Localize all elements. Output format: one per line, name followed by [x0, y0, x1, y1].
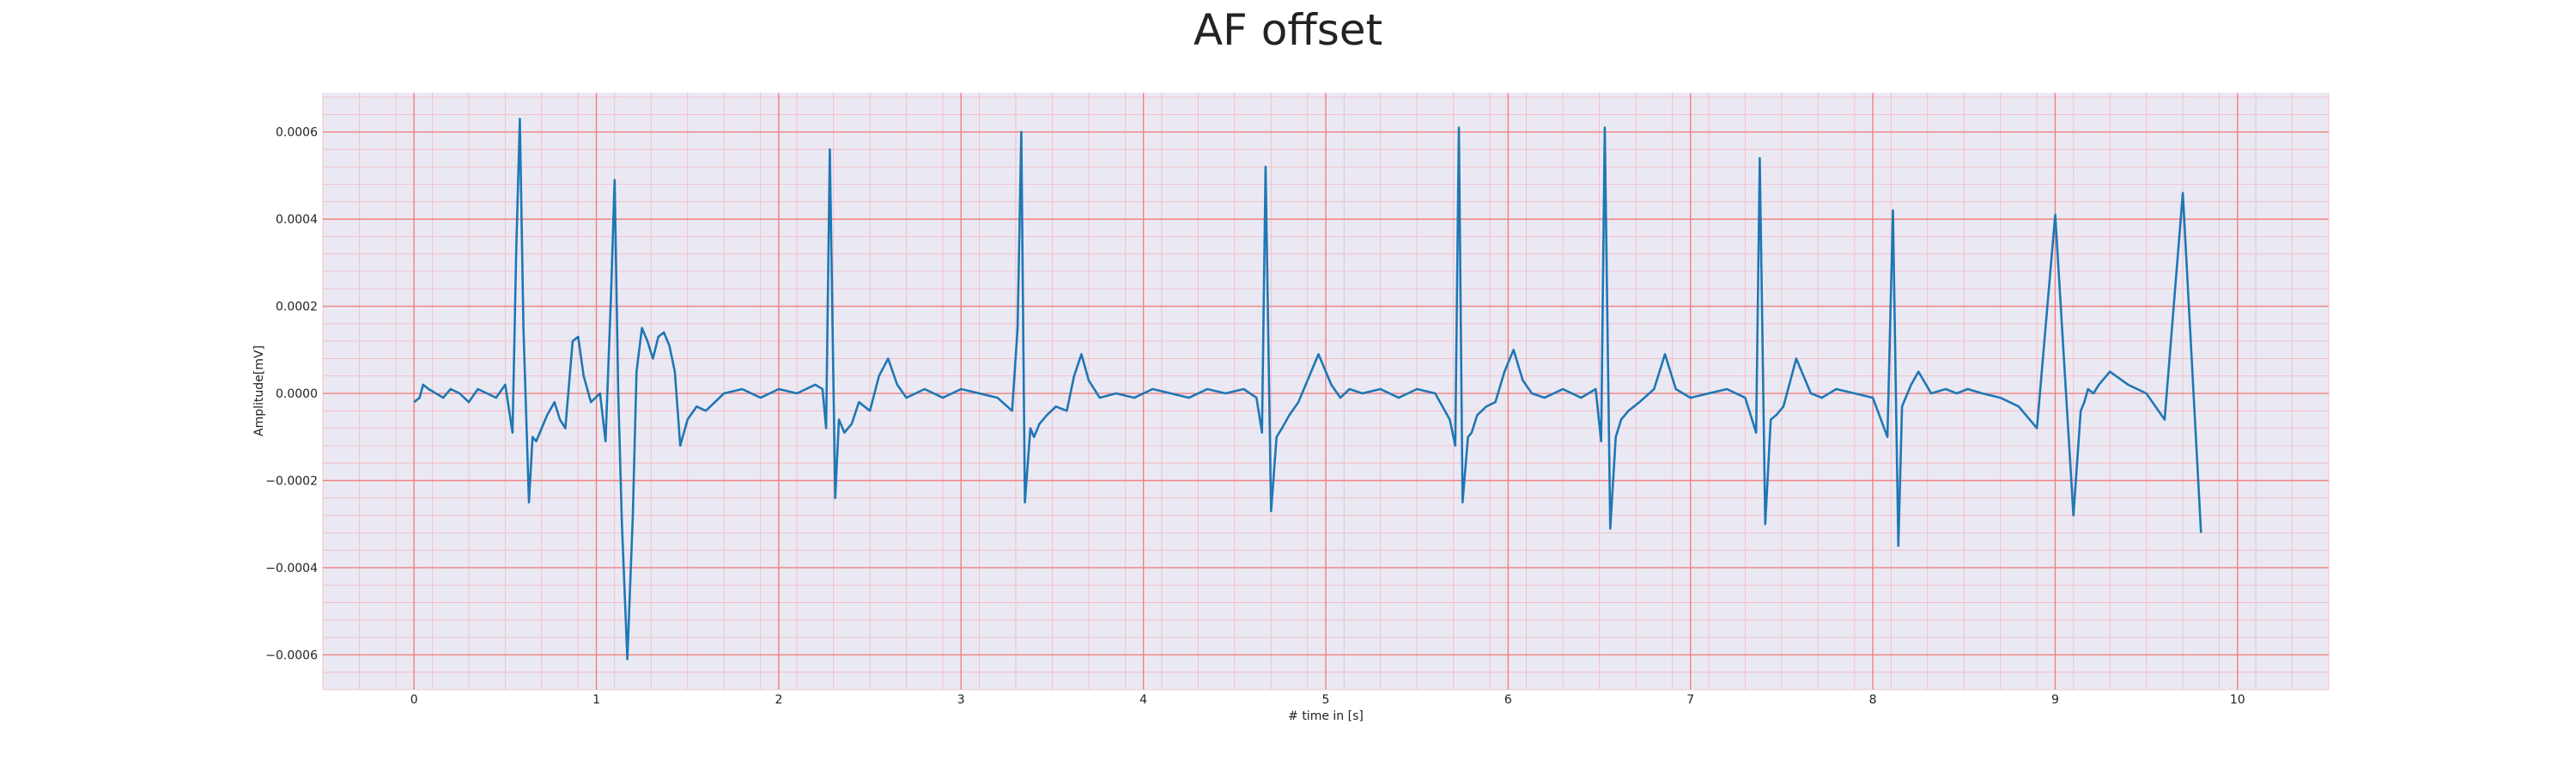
- y-tick-label: 0.0002: [276, 301, 318, 314]
- y-tick-label: 0.0000: [276, 387, 318, 401]
- y-tick-label: −0.0006: [265, 648, 318, 662]
- chart-title: AF offset: [1194, 5, 1382, 55]
- x-tick-label: 2: [775, 693, 782, 707]
- y-axis-label: Amplitude[mV]: [252, 345, 266, 436]
- x-tick-label: 3: [957, 693, 965, 707]
- x-tick-label: 9: [2051, 693, 2059, 707]
- y-tick-labels: −0.0006 −0.0004 −0.0002 0.0000 0.0002 0.0004 0…: [265, 126, 318, 663]
- x-tick-label: 6: [1504, 693, 1512, 707]
- x-tick-label: 8: [1869, 693, 1877, 707]
- y-tick-label: −0.0004: [265, 562, 318, 575]
- x-tick-label: 10: [2230, 693, 2245, 707]
- x-tick-label: 1: [592, 693, 600, 707]
- x-tick-label: 4: [1139, 693, 1147, 707]
- y-tick-label: 0.0006: [276, 126, 318, 140]
- y-tick-label: 0.0004: [276, 213, 318, 227]
- x-tick-label: 7: [1686, 693, 1694, 707]
- x-tick-label: 0: [410, 693, 418, 707]
- y-tick-label: −0.0002: [265, 474, 318, 488]
- x-tick-labels: 0 1 2 3 4 5 6 7 8 9 10: [410, 693, 2245, 707]
- x-axis-label: # time in [s]: [1288, 709, 1364, 723]
- major-grid: [323, 93, 2329, 690]
- series-line-ecg: [413, 118, 2202, 660]
- x-tick-label: 5: [1322, 693, 1330, 707]
